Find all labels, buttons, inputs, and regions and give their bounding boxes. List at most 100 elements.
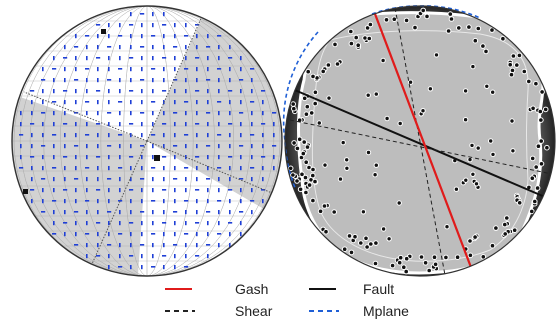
pole-point [373,240,379,246]
left-vector-mark [53,155,55,160]
left-vector-mark [163,67,165,72]
left-vector-mark [52,200,57,202]
left-vector-mark [151,200,156,202]
pole-point [308,110,315,116]
pole-point [344,157,350,163]
left-vector-mark [151,167,156,169]
left-vector-mark [196,177,198,182]
left-vector-mark [174,100,176,105]
left-vector-mark [42,100,44,105]
pole-point [535,143,542,149]
left-vector-mark [53,188,55,193]
left-vector-marks [19,12,277,270]
left-vector-mark [97,199,99,204]
left-vector-mark [185,210,187,215]
left-vector-mark [184,266,189,268]
left-vector-mark [130,199,132,204]
left-vector-mark [53,78,55,83]
left-pole-square-north [101,29,106,34]
pole-point [502,231,509,237]
left-vector-mark [96,189,101,191]
pole-point [510,148,516,154]
left-vector-mark [174,122,176,127]
left-vector-mark [74,145,79,147]
left-vector-mark [174,56,176,61]
pole-point [340,139,346,146]
left-vector-mark [228,189,233,191]
left-vector-mark [229,45,231,50]
left-vector-mark [185,144,187,149]
pole-point [322,162,328,168]
left-vector-mark [97,177,99,182]
left-vector-mark [107,46,112,48]
left-vector-mark [151,266,156,268]
left-vector-mark [86,144,88,149]
left-vector-mark [107,112,112,114]
left-vector-mark [130,45,132,50]
pole-point [412,24,418,31]
left-vector-mark [206,112,211,114]
left-vector-mark [130,133,132,138]
left-vector-mark [119,188,121,193]
left-vector-mark [108,254,110,259]
left-vector-mark [75,100,77,105]
pole-point [504,215,510,221]
left-vector-mark [163,177,165,182]
left-vector-mark [152,23,154,28]
left-vector-mark [173,211,178,213]
left-vector-mark [119,221,121,226]
left-vector-mark [262,133,264,138]
left-vector-mark [129,255,134,257]
left-vector-mark [63,123,68,125]
legend: Gash Fault Shear Mplane [165,281,409,319]
pole-point [529,175,536,181]
pole-point [509,118,515,124]
left-vector-mark [108,188,110,193]
left-vector-mark [108,265,110,270]
left-vector-mark [239,112,244,114]
left-vector-mark [196,45,198,50]
left-vector-mark [42,155,44,160]
left-vector-mark [163,210,165,215]
pole-point [297,186,304,193]
left-vector-mark [52,68,57,70]
left-vector-mark [119,122,121,127]
left-vector-mark [207,199,209,204]
left-stereonet-outline [11,5,283,277]
pole-point [366,35,373,42]
left-vector-mark [162,123,167,125]
left-vector-mark [151,233,156,235]
left-vector-mark [262,100,264,105]
left-vector-mark [173,178,178,180]
pole-point [310,73,316,80]
left-vector-mark [228,57,233,59]
pole-point [337,176,344,182]
pole-point [302,174,309,181]
left-vector-mark [141,56,143,61]
left-vector-mark [75,133,77,138]
left-vector-mark [185,89,187,94]
left-vector-mark [86,254,88,259]
left-vector-mark [240,100,242,105]
pole-point [383,17,390,23]
pole-point [433,52,440,58]
pole-point [529,208,535,215]
left-vector-mark [228,156,233,158]
left-vector-mark [240,199,242,204]
pole-point [312,100,319,107]
left-vector-mark [261,123,266,125]
left-vector-mark [30,156,35,158]
left-vector-mark [64,78,66,83]
left-vector-mark [218,45,220,50]
left-vector-mark [217,68,222,70]
pole-point [507,61,514,68]
pole-point [462,117,469,123]
left-vector-mark [207,67,209,72]
pole-point [534,185,541,191]
left-vector-mark [75,221,77,226]
left-vector-mark [185,78,187,83]
pole-point [348,40,355,47]
left-vector-mark [163,133,165,138]
pole-point [305,68,312,75]
left-vector-mark [174,232,176,237]
